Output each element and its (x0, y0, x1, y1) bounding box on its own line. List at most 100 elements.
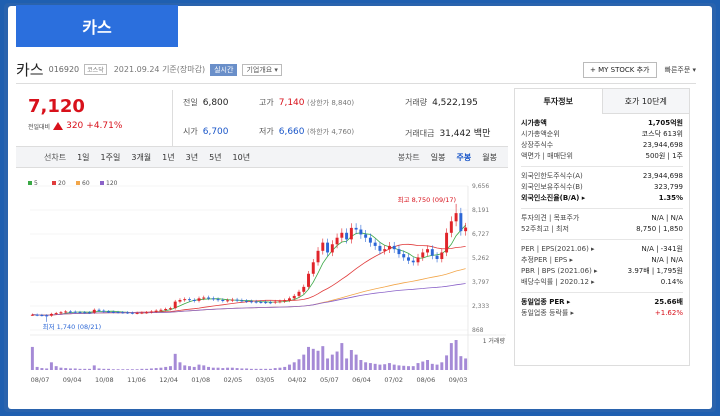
volume-bar (145, 368, 149, 370)
realtime-button[interactable]: 실시간 (210, 63, 238, 76)
quick-order-button[interactable]: 빠른주문 ▾ (664, 65, 697, 74)
candle-body (159, 309, 163, 311)
candle-tab-day[interactable]: 일봉 (430, 152, 446, 162)
candle-body (435, 255, 439, 260)
info-row-value: 코스닥 613위 (641, 130, 683, 138)
volume-bar (254, 368, 258, 370)
change-rate: +4.71% (86, 121, 123, 131)
current-price: 7,120 (28, 96, 85, 117)
candle-body (297, 291, 301, 296)
info-row-value: 500원 | 1주 (645, 152, 683, 160)
candle-body (326, 242, 330, 253)
candle-body (54, 313, 58, 315)
volume-bar (207, 366, 211, 370)
period-tab-5y[interactable]: 5년 (209, 152, 222, 162)
info-row-value: 323,799 (654, 183, 683, 191)
candle-body (264, 302, 268, 304)
candle-body (64, 311, 68, 313)
volume-bar (330, 354, 334, 370)
candle-body (421, 252, 425, 258)
candle-body (235, 299, 239, 301)
info-row: 외국인보유주식수(B) 323,799 (521, 182, 683, 193)
low-label: 저가 (259, 127, 274, 136)
legend-swatch (76, 181, 80, 185)
info-row: PER | EPS(2021.06) ▸ N/A | -341원 (521, 244, 683, 255)
info-row-label: PBR | BPS (2021.06) ▸ (521, 267, 598, 275)
period-tab-1w[interactable]: 1주일 (100, 152, 121, 162)
candle-body (259, 301, 263, 303)
candle-body (40, 315, 44, 317)
tab-invest-info[interactable]: 투자정보 (515, 89, 603, 114)
info-row: 52주최고 | 최저 8,750 | 1,850 (521, 224, 683, 235)
volume: 거래량 4,522,195 (405, 97, 478, 108)
volume-bar (211, 367, 215, 370)
volume-bar (164, 366, 168, 370)
volume-bar (368, 363, 372, 370)
volume-bar (411, 366, 415, 370)
period-tab-10y[interactable]: 10년 (232, 152, 251, 162)
period-tab-1y[interactable]: 1년 (162, 152, 175, 162)
period-tab-1d[interactable]: 1일 (77, 152, 90, 162)
volume-bar (287, 364, 291, 370)
volume-bar (216, 367, 220, 370)
candle-body (154, 310, 158, 312)
price-chart[interactable]: 5 20 60 120 9,656 8,191 6,727 5,262 3,797 2,333 86… (16, 170, 508, 388)
volume-bar (459, 356, 463, 370)
candle-body (268, 302, 272, 304)
prev-close-value: 6,800 (202, 98, 229, 108)
volume-bar (230, 367, 234, 370)
volume-bar (88, 368, 91, 370)
candle-body (192, 299, 196, 301)
change-amount: 320 (66, 121, 84, 131)
x-tick-label: 05/07 (320, 376, 339, 384)
tab-order-book[interactable]: 호가 10단계 (602, 89, 689, 114)
volume-bar (326, 358, 330, 370)
period-tab-3y[interactable]: 3년 (185, 152, 199, 162)
x-tick-label: 11/06 (127, 376, 146, 384)
x-tick-label: 09/04 (63, 376, 82, 384)
row-divider (521, 204, 683, 209)
volume-bar (392, 364, 396, 370)
volume-bar (321, 346, 325, 370)
volume-bar (283, 366, 287, 370)
change-label: 전일대비 (28, 123, 51, 131)
volume-bar (116, 369, 120, 370)
volume-bar (307, 346, 310, 370)
candle-tab-week[interactable]: 주봉 (456, 152, 472, 162)
volume-bar (316, 350, 320, 370)
candle-body (183, 299, 187, 301)
volume-bar (397, 365, 401, 370)
candle-body (145, 312, 149, 314)
candle-body (321, 242, 325, 251)
candle-body (302, 286, 306, 292)
volume-bar (68, 368, 72, 370)
info-row-value: +1.62% (654, 309, 683, 317)
candle-body (178, 299, 182, 302)
info-row: 시가총액 1,705억원 (521, 118, 683, 129)
candle-body (197, 298, 201, 301)
candle-body (126, 312, 130, 314)
candle-body (135, 312, 139, 314)
quote-grid: 전일 6,800 고가 7,140 (상한가 8,840) 거래량 4,522,195… (172, 90, 508, 146)
y-tick-label: 2,333 (472, 303, 489, 310)
candle-body (445, 232, 449, 253)
candle-body (287, 298, 291, 301)
volume-label: 거래량 (405, 98, 428, 107)
info-row-label: 액면가 | 매매단위 (521, 152, 573, 160)
candle-tab-month[interactable]: 월봉 (482, 152, 497, 162)
volume-bar (154, 368, 158, 370)
y-tick-label: 9,656 (472, 183, 489, 190)
candle-body (364, 234, 368, 238)
add-mystock-button[interactable]: + MY STOCK 추가 (583, 61, 657, 78)
info-row-value: 3.97배 | 1,795원 (627, 267, 683, 275)
company-info-dropdown[interactable]: 기업개요 ▾ (242, 63, 282, 76)
candle-body (368, 237, 372, 243)
period-tab-3m[interactable]: 3개월 (131, 152, 152, 162)
volume-bar (54, 366, 58, 370)
x-tick-label: 09/03 (449, 376, 468, 384)
x-tick-label: 08/06 (416, 376, 435, 384)
candle-body (249, 301, 253, 303)
volume-bar (168, 366, 172, 370)
info-row-label: 배당수익률 | 2020.12 ▸ (521, 278, 595, 286)
candle-body (392, 245, 396, 250)
